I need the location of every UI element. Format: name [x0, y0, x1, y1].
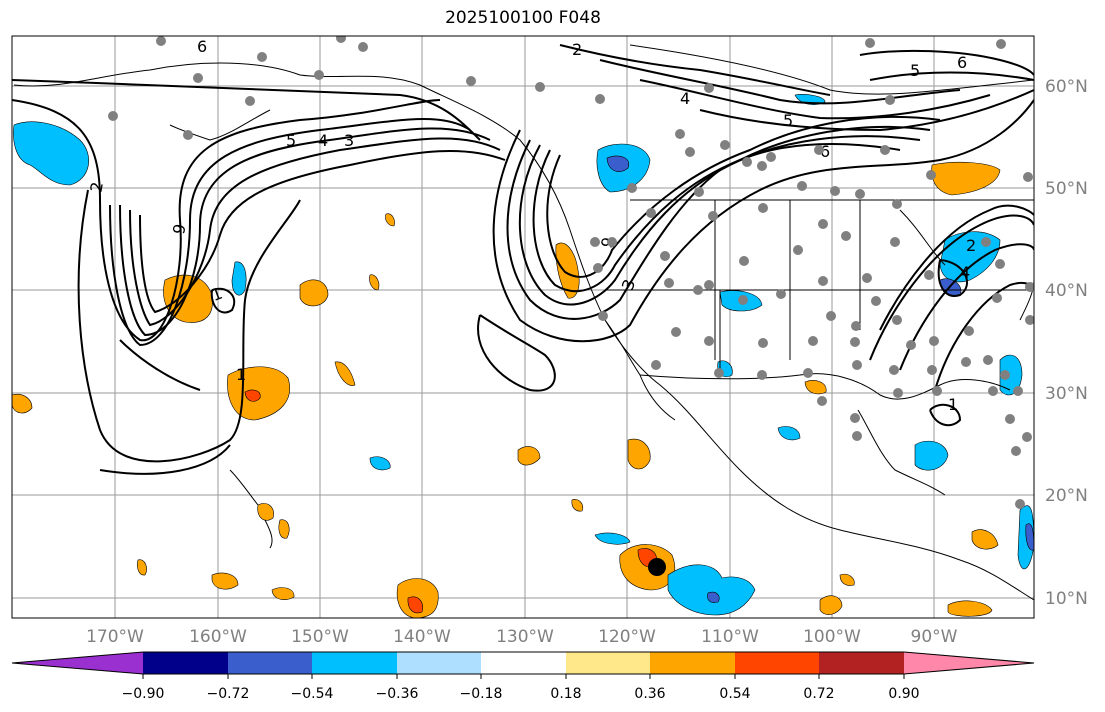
colorbar-tick-label: 0.54 — [719, 686, 750, 702]
lon-label: 170°W — [86, 627, 144, 647]
colorbar-tick-label: −0.36 — [376, 686, 419, 702]
colorbar-tick-label: 0.36 — [634, 686, 665, 702]
colorbar-swatch — [312, 652, 397, 674]
lon-label: 130°W — [496, 627, 554, 647]
colorbar-tick-label: −0.72 — [207, 686, 250, 702]
contour-label: 4 — [960, 263, 970, 282]
colorbar-swatch — [819, 652, 904, 674]
contour-label: 3 — [344, 131, 354, 150]
colorbar-tick-label: −0.54 — [291, 686, 334, 702]
colorbar-swatch — [12, 652, 143, 674]
colorbar-swatch — [650, 652, 735, 674]
lon-label: 140°W — [393, 627, 451, 647]
contour-label: 2 — [966, 236, 976, 255]
contour-label: 6 — [197, 37, 207, 56]
colorbar-tick-label: 0.72 — [803, 686, 834, 702]
contour-label: 6 — [820, 142, 830, 161]
height-contours — [12, 44, 1034, 475]
colorbar-tick-label: 0.18 — [550, 686, 581, 702]
colorbar-tick-label: 0.90 — [888, 686, 919, 702]
colorbar-swatch — [143, 652, 228, 674]
lon-label: 110°W — [701, 627, 759, 647]
colorbar: −0.90 −0.72 −0.54 −0.36 −0.18 0.18 0.36 … — [11, 651, 1035, 702]
lat-label: 10°N — [1045, 589, 1088, 609]
storm-center-dot — [648, 558, 666, 576]
contour-label: 2 — [572, 40, 582, 59]
colorbar-swatch — [566, 652, 650, 674]
lon-label: 160°W — [189, 627, 247, 647]
lon-label: 100°W — [803, 627, 861, 647]
lat-label: 40°N — [1045, 281, 1088, 301]
contour-label: 5 — [286, 131, 296, 150]
colorbar-swatch — [397, 652, 481, 674]
colorbar-tick-label: −0.18 — [460, 686, 503, 702]
colorbar-swatch — [735, 652, 819, 674]
colorbar-ticks — [142, 674, 905, 679]
plot-area — [12, 36, 1034, 618]
map-title: 2025100100 F048 — [445, 8, 601, 28]
lat-label: 30°N — [1045, 384, 1088, 404]
contour-label: 9 — [169, 222, 189, 235]
lon-label: 120°W — [598, 627, 656, 647]
contour-label: 5 — [783, 111, 793, 130]
latitude-labels: 60°N 50°N 40°N 30°N 20°N 10°N — [1045, 77, 1088, 609]
contour-labels: 6 2 9 5 4 3 1 2 4 5 6 5 6 9 3 1 2 4 1 — [86, 37, 976, 414]
contour-label: 2 — [86, 180, 106, 193]
longitude-labels: 170°W 160°W 150°W 140°W 130°W 120°W 110°… — [86, 627, 958, 647]
colorbar-tick-label: −0.90 — [122, 686, 165, 702]
shaded-field — [12, 94, 1034, 618]
contour-label: 1 — [236, 365, 246, 384]
colorbar-swatch — [228, 652, 312, 674]
lon-label: 150°W — [291, 627, 349, 647]
contour-label: 4 — [680, 89, 690, 108]
lat-label: 50°N — [1045, 179, 1088, 199]
lon-label: 90°W — [911, 627, 958, 647]
contour-label: 6 — [957, 53, 967, 72]
plot-frame — [11, 35, 1035, 619]
contour-label: 1 — [948, 395, 958, 414]
contour-label: 4 — [318, 131, 328, 150]
colorbar-swatch — [904, 652, 1034, 674]
colorbar-swatch — [481, 652, 566, 674]
lat-label: 20°N — [1045, 486, 1088, 506]
lat-label: 60°N — [1045, 77, 1088, 97]
station-markers — [108, 36, 1034, 509]
contour-label: 5 — [910, 61, 920, 80]
